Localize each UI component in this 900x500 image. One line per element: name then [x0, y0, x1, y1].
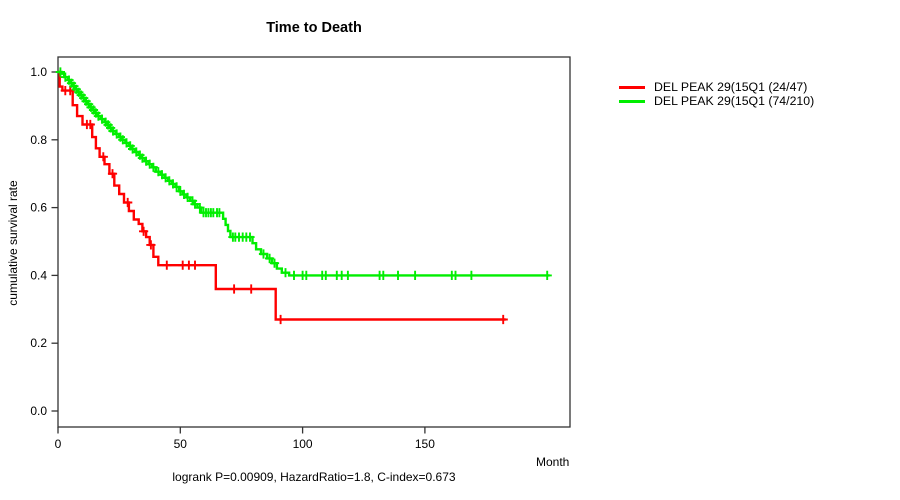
plot-box: [57, 56, 571, 428]
y-tick-label: 0.2: [30, 336, 47, 350]
legend-label-green: DEL PEAK 29(15Q1 (74/210): [654, 94, 815, 108]
y-tick-label: 0.8: [30, 133, 47, 147]
legend-item-red: DEL PEAK 29(15Q1 (24/47): [619, 80, 814, 94]
x-tick-label: 100: [293, 437, 313, 451]
y-tick-label: 0.6: [30, 201, 47, 215]
legend-line-green: [619, 99, 645, 103]
y-tick-label: 1.0: [30, 65, 47, 79]
y-tick-label: 0.0: [30, 404, 47, 418]
x-tick-label: 50: [174, 437, 188, 451]
x-axis-title: Month: [536, 455, 570, 469]
legend-label-red: DEL PEAK 29(15Q1 (24/47): [654, 80, 808, 94]
legend-item-green: DEL PEAK 29(15Q1 (74/210): [619, 94, 814, 108]
survival-curve-red: [58, 70, 506, 321]
survival-curve-green: [58, 70, 550, 277]
stats-footer: logrank P=0.00909, HazardRatio=1.8, C-in…: [172, 470, 456, 484]
y-tick-label: 0.4: [30, 268, 47, 282]
x-tick-label: 150: [415, 437, 435, 451]
x-tick-label: 0: [55, 437, 62, 451]
legend-line-red: [619, 85, 645, 89]
chart-title: Time to Death: [266, 20, 362, 36]
censor-marks-green: [55, 67, 552, 280]
legend: DEL PEAK 29(15Q1 (24/47) DEL PEAK 29(15Q…: [619, 80, 814, 108]
censor-marks-red: [60, 86, 508, 325]
